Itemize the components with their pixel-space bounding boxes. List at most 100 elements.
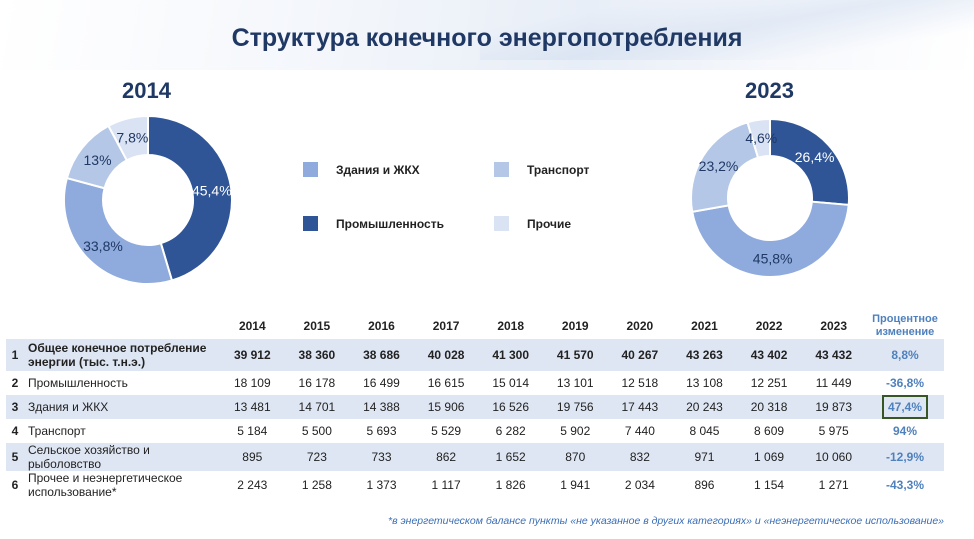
table-cell: 43 402	[750, 348, 788, 362]
donut-slice	[147, 115, 233, 282]
table-cell: 1 117	[431, 478, 461, 492]
table-cell: 15 014	[492, 376, 530, 390]
row-number: 4	[11, 424, 19, 438]
table-header-cell: 2023	[820, 319, 848, 333]
page-title: Структура конечного энергопотребления	[231, 24, 743, 52]
table-cell: 16 615	[427, 376, 465, 390]
row-label: Промышленность	[28, 376, 128, 390]
table-cell: 1 941	[560, 478, 591, 492]
table-cell: 12 518	[621, 376, 659, 390]
header-decoration	[480, 0, 974, 60]
table-cell: 1 373	[366, 478, 397, 492]
percent-change-cell: 8,8%	[891, 348, 919, 362]
row-number: 3	[11, 400, 19, 414]
table-cell: 2 034	[624, 478, 655, 492]
row-label: Общее конечное потребление энергии (тыс.…	[28, 341, 207, 369]
legend-item-transport: Транспорт	[494, 162, 589, 177]
row-label: Транспорт	[28, 424, 86, 438]
table-cell: 41 570	[556, 348, 594, 362]
legend-label: Промышленность	[336, 216, 444, 231]
row-number: 1	[11, 348, 19, 362]
table-header-cell: 2020	[626, 319, 654, 333]
table-cell: 1 154	[754, 478, 785, 492]
table-cell: 11 449	[815, 376, 852, 390]
table-header-cell: 2015	[303, 319, 331, 333]
table-cell: 8 609	[754, 424, 785, 438]
table-cell: 870	[565, 450, 586, 464]
table-cell: 16 526	[492, 400, 530, 414]
slice-data-label: 23,2%	[699, 158, 739, 174]
table-cell: 1 652	[495, 450, 526, 464]
chart-title-2023: 2023	[745, 78, 794, 103]
table-cell: 5 693	[366, 424, 397, 438]
table-cell: 41 300	[492, 348, 530, 362]
slice-data-label: 45,8%	[753, 250, 793, 266]
row-number: 6	[11, 478, 19, 492]
table-row: 2 Промышленность 18 109 16 178 16 499 16 615 1…	[6, 371, 944, 395]
table-cell: 16 178	[298, 376, 336, 390]
table-row: 1 Общее конечное потребление энергии (тыс…	[6, 339, 944, 371]
table-header-cell: 2018	[497, 319, 525, 333]
table-cell: 6 282	[495, 424, 526, 438]
slice-data-label: 13%	[84, 152, 112, 168]
row-number: 5	[11, 450, 19, 464]
table-cell: 896	[694, 478, 715, 492]
table-cell: 832	[629, 450, 650, 464]
table-cell: 18 109	[233, 376, 271, 390]
slice-data-label: 4,6%	[745, 130, 777, 146]
row-number: 2	[11, 376, 19, 390]
donut-slice	[769, 118, 850, 207]
energy-consumption-table: 2014 2015 2016 2017 2018 2019 2020 2021 …	[6, 313, 944, 499]
table-header-cell	[6, 313, 24, 339]
table-cell: 1 271	[818, 478, 849, 492]
table-cell: 7 440	[624, 424, 655, 438]
table-header-cell: 2019	[561, 319, 589, 333]
legend-swatch	[494, 216, 509, 231]
table-header-row: 2014 2015 2016 2017 2018 2019 2020 2021 …	[6, 313, 944, 339]
donut-slice	[746, 118, 771, 159]
table-cell: 723	[306, 450, 327, 464]
legend-label: Транспорт	[527, 162, 590, 177]
table-cell: 1 069	[754, 450, 785, 464]
table-cell: 862	[436, 450, 457, 464]
table-cell: 971	[694, 450, 715, 464]
legend-item-other: Прочие	[494, 216, 571, 231]
percent-change-cell: 47,4%	[866, 395, 944, 419]
table-cell: 1 826	[495, 478, 526, 492]
table-cell: 20 318	[750, 400, 788, 414]
table-cell: 2 243	[237, 478, 268, 492]
table-header-cell: 2014	[238, 319, 266, 333]
table-header-cell: 2021	[691, 319, 718, 333]
legend-item-buildings: Здания и ЖКХ	[303, 162, 420, 177]
table-cell: 5 184	[237, 424, 268, 438]
table-cell: 10 060	[815, 450, 853, 464]
table-cell: 13 101	[556, 376, 594, 390]
table-cell: 20 243	[686, 400, 723, 414]
table-cell: 5 500	[301, 424, 332, 438]
table-header-percent-change: Процентное изменение	[872, 313, 938, 338]
percent-change-cell: -12,9%	[885, 450, 925, 464]
row-label: Прочее и неэнергетическое использование*	[28, 471, 183, 499]
table-cell: 17 443	[621, 400, 659, 414]
legend-swatch	[303, 162, 318, 177]
table-cell: 38 360	[298, 348, 336, 362]
table-cell: 1 258	[301, 478, 332, 492]
table-cell: 5 529	[431, 424, 462, 438]
table-cell: 12 251	[750, 376, 788, 390]
percent-change-cell: 94%	[892, 424, 918, 438]
legend-swatch	[494, 162, 509, 177]
table-cell: 38 686	[363, 348, 400, 362]
slice-data-label: 26,4%	[795, 149, 835, 165]
table-header-cell: 2017	[432, 319, 460, 333]
donut-slice	[691, 200, 850, 278]
slice-data-label: 45,4%	[192, 183, 232, 199]
row-label: Сельское хозяйство и рыболовство	[28, 443, 150, 471]
chart-title-2014: 2014	[122, 78, 171, 103]
row-label: Здания и ЖКХ	[28, 400, 109, 414]
percent-change-cell: -43,3%	[885, 478, 925, 492]
donut-chart-2023: 26,4% 45,8% 23,2% 4,6%	[690, 118, 850, 278]
table-header-cell: 2022	[755, 319, 783, 333]
table-cell: 14 388	[363, 400, 400, 414]
table-cell: 15 906	[427, 400, 465, 414]
table-row: 5 Сельское хозяйство и рыболовство 895 723 7…	[6, 443, 944, 471]
